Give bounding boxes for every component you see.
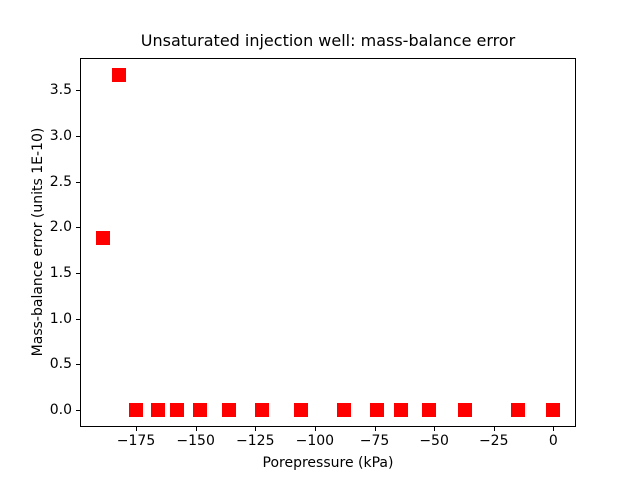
data-point: [422, 403, 437, 418]
data-point: [193, 403, 208, 418]
y-axis-label: Mass-balance error (units 1E-10): [30, 127, 46, 357]
data-point: [546, 403, 561, 418]
y-tick-label: 3.0: [49, 128, 72, 145]
x-tick-label: −100: [295, 433, 335, 449]
y-tick-label: 0.0: [49, 402, 72, 419]
y-tick: [76, 364, 80, 366]
x-tick-label: −175: [116, 433, 156, 449]
data-point: [222, 403, 237, 418]
x-tick: [434, 427, 436, 431]
x-tick-label: −50: [419, 433, 449, 449]
y-tick-label: 2.5: [49, 173, 72, 190]
y-tick: [76, 318, 80, 320]
x-tick: [374, 427, 376, 431]
data-point: [169, 403, 184, 418]
x-tick: [195, 427, 197, 431]
data-point: [150, 403, 165, 418]
chart-title: Unsaturated injection well: mass-balance…: [140, 31, 516, 50]
y-tick: [76, 227, 80, 229]
data-point: [255, 403, 270, 418]
y-tick: [76, 136, 80, 138]
data-point: [393, 403, 408, 418]
x-tick: [136, 427, 138, 431]
y-tick: [76, 273, 80, 275]
data-point: [458, 403, 473, 418]
y-tick-label: 3.5: [49, 82, 72, 99]
x-tick: [314, 427, 316, 431]
data-point: [112, 67, 127, 82]
y-tick-label: 1.5: [49, 265, 72, 282]
y-tick-label: 0.5: [49, 356, 72, 373]
y-tick-label: 2.0: [49, 219, 72, 236]
data-point: [510, 403, 525, 418]
x-tick: [255, 427, 257, 431]
y-tick-label: 1.0: [49, 310, 72, 327]
y-tick: [76, 181, 80, 183]
x-tick-label: −150: [176, 433, 215, 449]
data-point: [336, 403, 351, 418]
x-tick-label: −75: [359, 433, 390, 449]
x-tick: [493, 427, 495, 431]
x-tick-label: −25: [478, 433, 509, 449]
x-tick-label: 0: [548, 433, 558, 449]
data-point: [293, 403, 308, 418]
x-tick-label: −125: [236, 433, 275, 449]
x-axis-label: Porepressure (kPa): [262, 455, 394, 471]
y-tick: [76, 410, 80, 412]
y-tick: [76, 90, 80, 92]
data-point: [129, 403, 144, 418]
data-point: [369, 403, 384, 418]
plot-area: [80, 58, 576, 427]
data-point: [95, 231, 110, 246]
x-tick: [553, 427, 555, 431]
